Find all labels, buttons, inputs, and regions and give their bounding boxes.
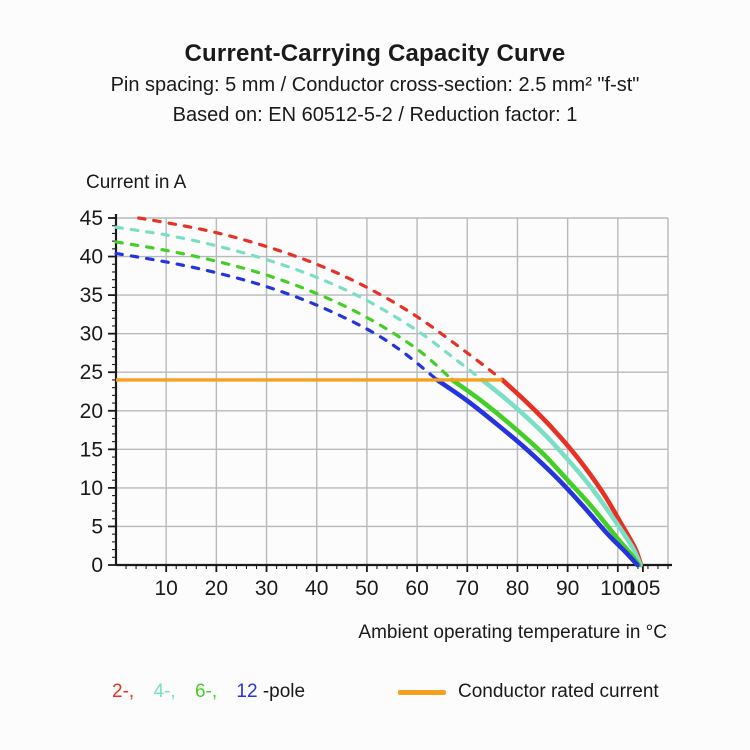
x-tick-label: 30 — [255, 577, 278, 600]
y-tick-label: 25 — [80, 361, 103, 384]
rated-current-line-swatch — [398, 689, 446, 695]
y-tick-label: 20 — [80, 400, 103, 423]
x-tick-label: 20 — [205, 577, 228, 600]
x-tick-label: 10 — [155, 577, 178, 600]
chart-subtitle-standard: Based on: EN 60512-5-2 / Reduction facto… — [172, 104, 578, 126]
y-tick-label: 15 — [80, 438, 103, 461]
y-tick-label: 30 — [80, 323, 103, 346]
y-tick-label: 10 — [80, 477, 103, 500]
curve-12-pole-solid — [434, 377, 640, 568]
x-tick-label: 40 — [305, 577, 328, 600]
x-tick-label: 70 — [456, 577, 479, 600]
x-tick-label: 50 — [355, 577, 378, 600]
legend-item-12-pole: 12 — [236, 681, 258, 702]
chart-title: Current-Carrying Capacity Curve — [184, 40, 566, 67]
legend-poles: 2-, 4-, 6-, 12 -pole — [112, 681, 305, 703]
x-tick-label: 100 — [600, 577, 635, 600]
curve-2-pole-dashed — [136, 216, 504, 382]
x-tick-label: 60 — [405, 577, 428, 600]
x-tick-label: 105 — [625, 577, 660, 600]
curve-6-pole-dashed — [114, 240, 454, 382]
legend-rated-current: Conductor rated current — [398, 681, 659, 703]
legend-item-4-pole: 4-, — [153, 681, 176, 702]
x-axis-title: Ambient operating temperature in °C — [358, 622, 667, 643]
curve-6-pole-solid — [449, 377, 642, 568]
y-tick-label: 0 — [91, 554, 103, 577]
y-tick-label: 45 — [80, 207, 103, 230]
y-axis-title: Current in A — [86, 172, 187, 193]
curve-12-pole-dashed — [114, 251, 439, 382]
curve-4-pole-dashed — [114, 225, 484, 382]
x-tick-label: 80 — [506, 577, 529, 600]
legend-item-2-pole: 2-, — [112, 681, 135, 702]
y-tick-label: 40 — [80, 246, 103, 269]
y-tick-label: 5 — [91, 515, 103, 538]
curve-4-pole-solid — [480, 377, 643, 568]
rated-current-label: Conductor rated current — [458, 681, 659, 702]
legend-item-6-pole: 6-, — [194, 681, 218, 702]
x-tick-label: 90 — [556, 577, 579, 600]
chart-subtitle-specs: Pin spacing: 5 mm / Conductor cross-sect… — [110, 74, 640, 96]
curve-2-pole-solid — [500, 377, 644, 568]
y-tick-label: 35 — [80, 284, 103, 307]
legend-pole-suffix: -pole — [262, 681, 306, 702]
